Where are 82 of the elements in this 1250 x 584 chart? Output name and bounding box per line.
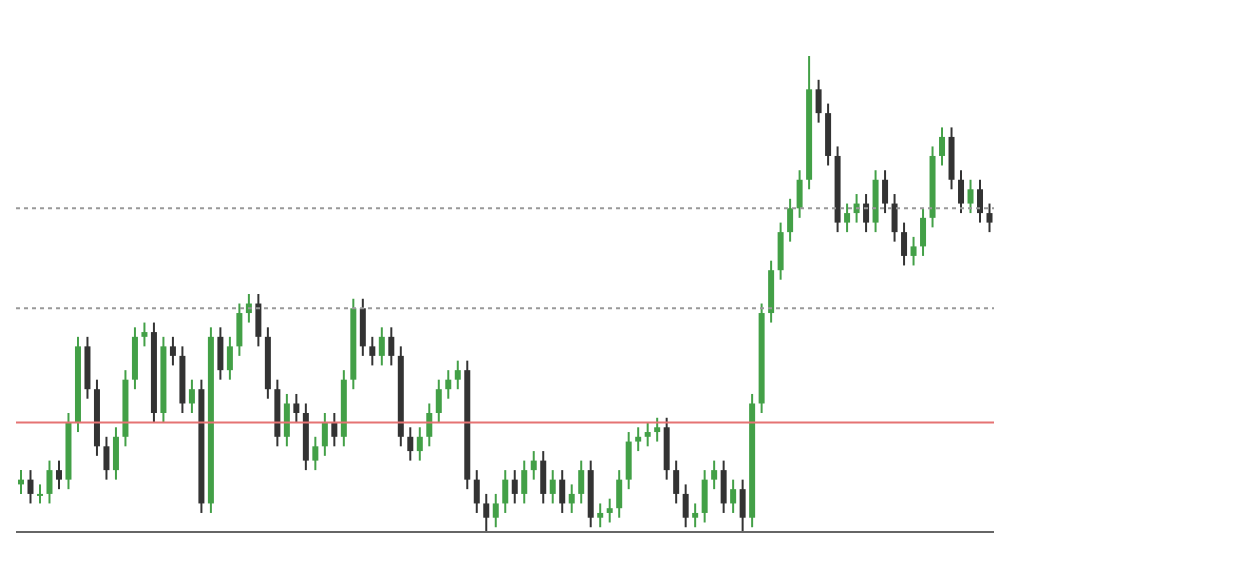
candlestick [388, 326, 395, 367]
candlestick [939, 126, 946, 167]
candlestick [616, 469, 623, 519]
candlestick [293, 392, 300, 424]
candlestick [378, 326, 385, 367]
candlestick [46, 459, 53, 505]
candlestick [606, 497, 613, 524]
candlestick [511, 469, 518, 505]
candlestick [948, 126, 955, 191]
candlestick [435, 378, 442, 424]
candlestick [312, 435, 319, 472]
candlestick [644, 421, 651, 448]
candlestick [654, 416, 661, 443]
candlestick [986, 202, 993, 234]
candlestick [910, 235, 917, 267]
candlestick [169, 335, 176, 367]
candlestick [426, 402, 433, 448]
candlestick [226, 335, 233, 381]
candlestick [787, 197, 794, 243]
candlestick [559, 469, 566, 514]
candlestick [730, 478, 737, 514]
candlestick [958, 169, 965, 215]
candlestick [882, 169, 889, 215]
candlestick [977, 178, 984, 224]
candlestick [84, 335, 91, 400]
candlestick [692, 502, 699, 529]
candlestick [844, 202, 851, 234]
candlestick [321, 412, 328, 457]
candlestick [739, 478, 746, 532]
candlestick [502, 469, 509, 514]
candlestick [188, 378, 195, 414]
candlestick [530, 450, 537, 481]
candlestick [179, 345, 186, 414]
candlestick [578, 459, 585, 505]
candlestick [131, 326, 138, 391]
candlestick [815, 78, 822, 124]
candlestick [483, 492, 490, 532]
candlestick [274, 378, 281, 448]
candlestick [711, 459, 718, 491]
candlestick [141, 321, 148, 348]
candlestick [825, 102, 832, 167]
candlestick [283, 392, 290, 448]
candlestick [255, 293, 262, 348]
candlestick [777, 221, 784, 281]
candlestick [217, 326, 224, 381]
candlestick [492, 492, 499, 529]
candlestick [587, 459, 594, 529]
candlestick [27, 469, 34, 505]
candlestick [863, 193, 870, 234]
candlestick [302, 402, 309, 472]
candlestick [901, 221, 908, 267]
candlestick [331, 412, 338, 448]
candlestick [663, 416, 670, 481]
candlestick [55, 459, 62, 491]
candlestick [473, 469, 480, 514]
candlestick [454, 359, 461, 391]
candlestick [369, 335, 376, 367]
candlestick [720, 459, 727, 514]
candlestick [112, 426, 119, 481]
candlestick [891, 193, 898, 243]
candlestick [625, 431, 632, 491]
candlestick [635, 426, 642, 453]
candlestick [920, 207, 927, 257]
candlestick [407, 426, 414, 462]
candlestick [682, 483, 689, 529]
candlestick [872, 169, 879, 234]
candlestick [796, 169, 803, 219]
candlestick [549, 469, 556, 505]
candlestick [673, 459, 680, 505]
candlestick [568, 483, 575, 514]
candlestick [103, 435, 110, 481]
candlestick [445, 369, 452, 400]
candlestick [701, 469, 708, 524]
candlestick [36, 483, 43, 505]
candlestick [967, 178, 974, 215]
candlestick [540, 450, 547, 505]
candlestick [359, 297, 366, 357]
candlestick [236, 302, 243, 357]
candlestick [521, 459, 528, 505]
candlestick [416, 426, 423, 462]
candlestick [768, 259, 775, 324]
candlestick [597, 502, 604, 529]
